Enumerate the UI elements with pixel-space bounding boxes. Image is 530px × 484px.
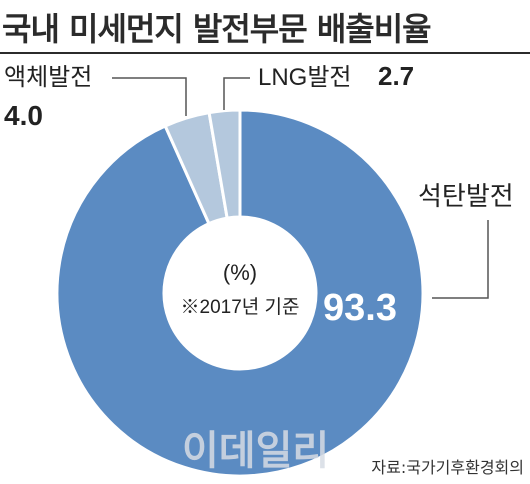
slice-1-value-label: 4.0: [4, 100, 43, 131]
slice-0-value-label: 93.3: [323, 287, 397, 329]
unit-note: (%): [223, 260, 257, 285]
chart-title: 국내 미세먼지 발전부문 배출비율: [2, 10, 432, 48]
base-year-note: ※2017년 기준: [181, 296, 300, 318]
source-note: 자료:국가기후환경회의: [371, 458, 524, 477]
slice-1-name-label: 액체발전: [4, 64, 92, 91]
slice-2-leader-line: [223, 77, 250, 110]
slice-2-value-label: 2.7: [378, 61, 414, 91]
watermark-logo: 이데일리: [182, 428, 330, 474]
slice-2-wedge: [207, 108, 242, 220]
slice-1-leader-line: [112, 77, 187, 116]
slice-2-name-label: LNG발전: [258, 64, 352, 91]
slice-0-name-label: 석탄발전: [418, 181, 514, 211]
title-divider: [0, 52, 530, 54]
slice-0-leader-line: [432, 220, 489, 299]
slice-0-wedge: [55, 108, 425, 478]
